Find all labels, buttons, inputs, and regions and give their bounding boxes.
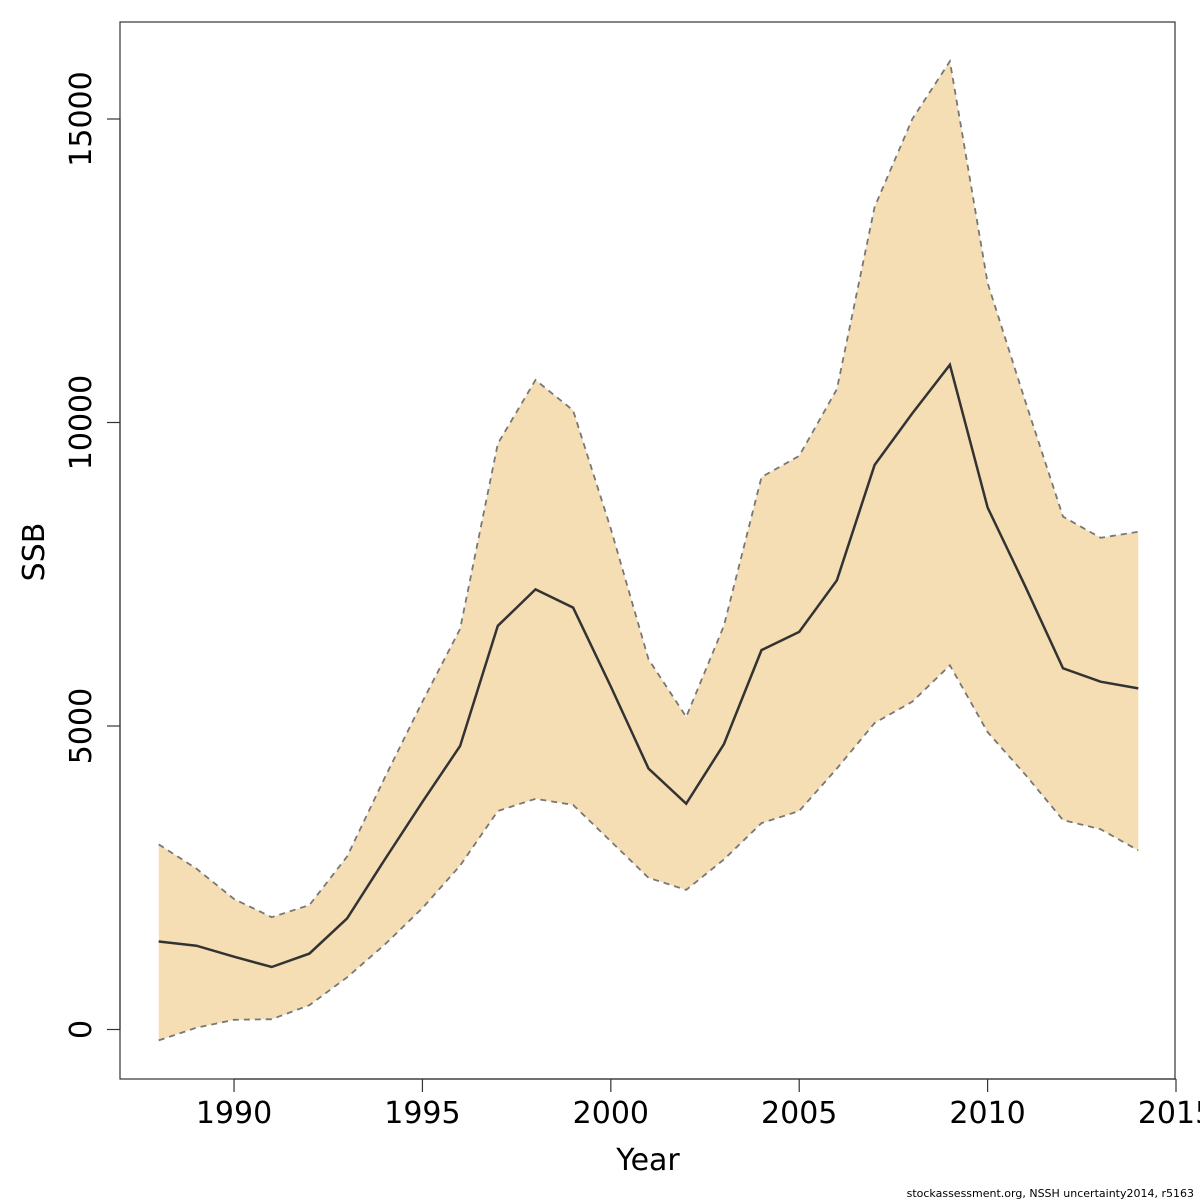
y-tick-label: 0	[64, 1020, 99, 1039]
ssb-estimate-line	[158, 362, 1139, 969]
y-axis: 0 5000 10000 15000	[64, 71, 121, 1039]
y-axis-title: SSB	[17, 523, 52, 582]
x-tick-label: 1995	[384, 1096, 460, 1131]
y-tick-label: 5000	[64, 688, 99, 764]
footer-note: stockassessment.org, NSSH uncertainty201…	[907, 1187, 1194, 1200]
x-axis-title: Year	[615, 1143, 680, 1178]
x-tick-label: 1990	[196, 1096, 272, 1131]
y-tick-label: 15000	[64, 71, 99, 166]
x-tick-label: 2005	[761, 1096, 837, 1131]
plot-area	[158, 58, 1139, 1042]
x-tick-label: 2000	[573, 1096, 649, 1131]
confidence-band	[158, 61, 1139, 1041]
upper-bound-line	[158, 58, 1139, 919]
y-tick-label: 10000	[64, 375, 99, 470]
x-axis: 1990 1995 2000 2005 2010 2015	[196, 1078, 1200, 1131]
x-tick-label: 2015	[1138, 1096, 1200, 1131]
x-tick-label: 2010	[949, 1096, 1025, 1131]
